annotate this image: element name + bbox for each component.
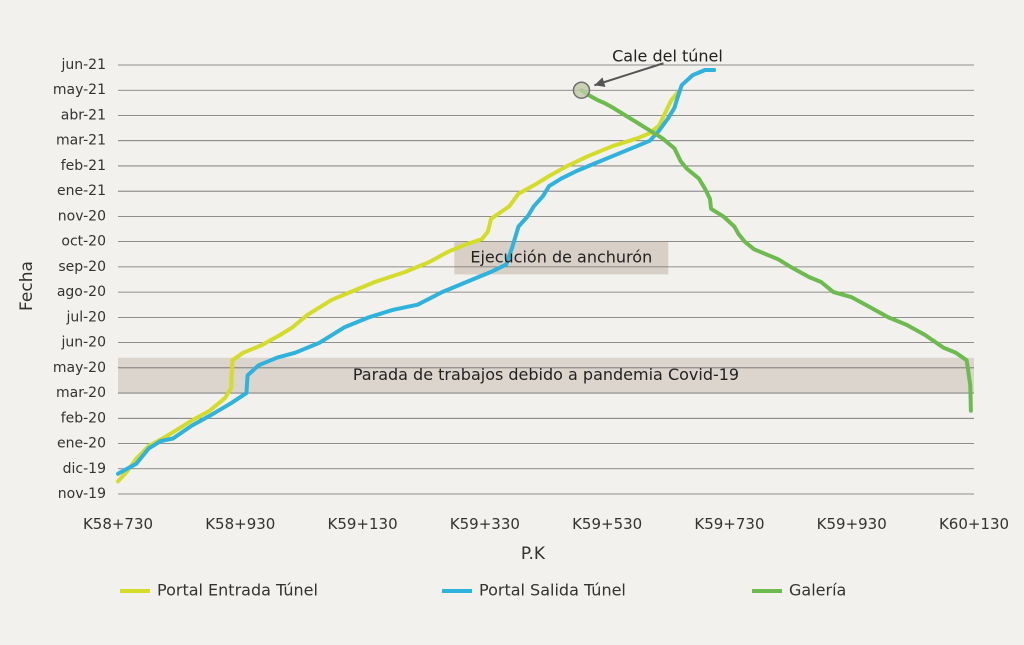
y-tick-label: jul-20 [65, 309, 106, 325]
y-tick-label: oct-20 [61, 234, 106, 250]
x-tick-label: K59+130 [328, 515, 398, 533]
x-tick-label: K59+530 [572, 515, 642, 533]
x-axis-label: P.K [521, 544, 546, 564]
y-tick-label: feb-20 [61, 410, 106, 426]
y-tick-label: sep-20 [58, 259, 106, 275]
legend: Portal Entrada Túnel Portal Salida Túnel G… [120, 581, 846, 600]
band-1 [454, 241, 669, 275]
legend-label-2: Galería [789, 581, 846, 600]
annotation-arrow-head-0 [594, 77, 606, 87]
y-tick-label: jun-20 [60, 335, 106, 351]
y-tick-label: mar-21 [56, 133, 106, 149]
y-tick-label: mar-20 [56, 385, 106, 401]
legend-label-0: Portal Entrada Túnel [157, 581, 318, 600]
x-tick-label: K59+330 [450, 515, 520, 533]
band-labels-layer: Parada de trabajos debido a pandemia Cov… [353, 248, 739, 384]
y-tick-label: nov-20 [58, 208, 106, 224]
y-tick-label: nov-19 [58, 486, 106, 502]
y-tick-label: may-20 [53, 360, 106, 376]
x-tick-label: K59+730 [694, 515, 764, 533]
annotation-arrow-line-0 [594, 62, 664, 87]
band-label-0: Parada de trabajos debido a pandemia Cov… [353, 365, 739, 384]
y-tick-label: ago-20 [57, 284, 106, 300]
x-tick-label: K58+730 [83, 515, 153, 533]
bands-layer [118, 241, 974, 394]
x-ticks-layer: K58+730 K58+930 K59+130 K59+330 K59+530 K59+7… [83, 515, 1009, 533]
y-axis-label: Fecha [17, 261, 37, 311]
legend-label-1: Portal Salida Túnel [479, 581, 626, 600]
y-ticks-layer: nov-19 dic-19 ene-20 feb-20 mar-20 may-20 jun-… [53, 57, 106, 502]
y-tick-label: ene-20 [57, 436, 106, 452]
y-tick-label: jun-21 [60, 57, 106, 73]
y-tick-label: may-21 [53, 82, 106, 98]
annotation-marker-0 [572, 81, 591, 99]
y-tick-label: feb-21 [61, 158, 106, 174]
series-line-0 [116, 90, 680, 484]
series-layer [116, 68, 973, 484]
y-tick-label: dic-19 [63, 461, 106, 477]
grid-layer [118, 64, 974, 495]
x-tick-label: K59+930 [817, 515, 887, 533]
annotation-label-0: Cale del túnel [612, 47, 723, 66]
y-tick-label: ene-21 [57, 183, 106, 199]
series-line-2 [579, 88, 973, 413]
x-tick-label: K60+130 [939, 515, 1009, 533]
annotation-layer: Cale del túnel [572, 47, 723, 99]
x-tick-label: K58+930 [205, 515, 275, 533]
band-label-1: Ejecución de anchurón [470, 248, 652, 267]
y-tick-label: abr-21 [61, 107, 106, 123]
series-line-1 [116, 68, 717, 476]
